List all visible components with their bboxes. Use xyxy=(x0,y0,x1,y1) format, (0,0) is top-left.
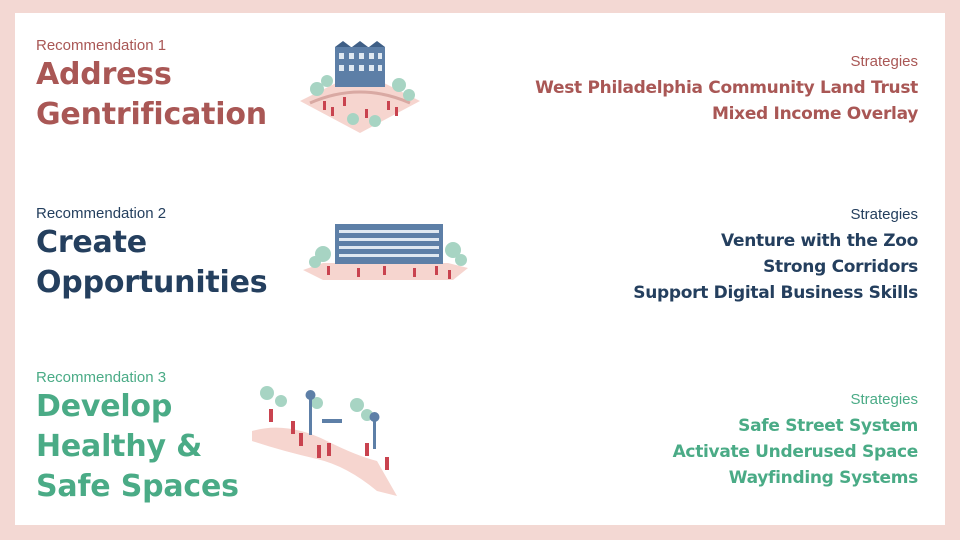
recommendation-1: Recommendation 1 Address Gentrification xyxy=(36,37,267,135)
strategy-item: West Philadelphia Community Land Trust xyxy=(535,78,918,98)
recommendation-1-title: Address Gentrification xyxy=(36,55,267,135)
street-illustration xyxy=(252,386,397,496)
recommendation-1-label: Recommendation 1 xyxy=(36,37,167,54)
recommendation-2-label: Recommendation 2 xyxy=(36,205,167,222)
strategy-item: Strong Corridors xyxy=(763,257,918,277)
recommendation-2-title: Create Opportunities xyxy=(36,223,268,303)
strategy-item: Activate Underused Space xyxy=(672,442,919,462)
title-line: Safe Spaces xyxy=(36,469,239,504)
strategies-1: Strategies West Philadelphia Community L… xyxy=(535,53,918,127)
strategy-item: Mixed Income Overlay xyxy=(712,104,918,124)
title-line: Create xyxy=(36,225,147,260)
recommendation-3-label: Recommendation 3 xyxy=(36,369,167,386)
title-line: Opportunities xyxy=(36,265,268,300)
recommendation-3-title: Develop Healthy & Safe Spaces xyxy=(36,387,239,507)
recommendation-2: Recommendation 2 Create Opportunities xyxy=(36,205,268,303)
strategies-3-heading: Strategies xyxy=(850,391,918,408)
title-line: Gentrification xyxy=(36,97,267,132)
recommendation-3: Recommendation 3 Develop Healthy & Safe … xyxy=(36,369,239,507)
strategy-item: Venture with the Zoo xyxy=(721,231,918,251)
slide: Recommendation 1 Address Gentrification … xyxy=(15,13,945,525)
strategy-item: Support Digital Business Skills xyxy=(633,283,918,303)
strategies-1-heading: Strategies xyxy=(850,53,918,70)
building-illustration xyxy=(303,224,468,280)
title-line: Healthy & xyxy=(36,429,203,464)
title-line: Address xyxy=(36,57,172,92)
strategy-item: Safe Street System xyxy=(738,416,918,436)
strategies-3: Strategies Safe Street System Activate U… xyxy=(672,391,919,491)
title-line: Develop xyxy=(36,389,173,424)
strategy-item: Wayfinding Systems xyxy=(728,468,919,488)
rowhouse-illustration xyxy=(300,41,420,133)
strategies-2: Strategies Venture with the Zoo Strong C… xyxy=(633,206,918,306)
strategies-2-heading: Strategies xyxy=(850,206,918,223)
